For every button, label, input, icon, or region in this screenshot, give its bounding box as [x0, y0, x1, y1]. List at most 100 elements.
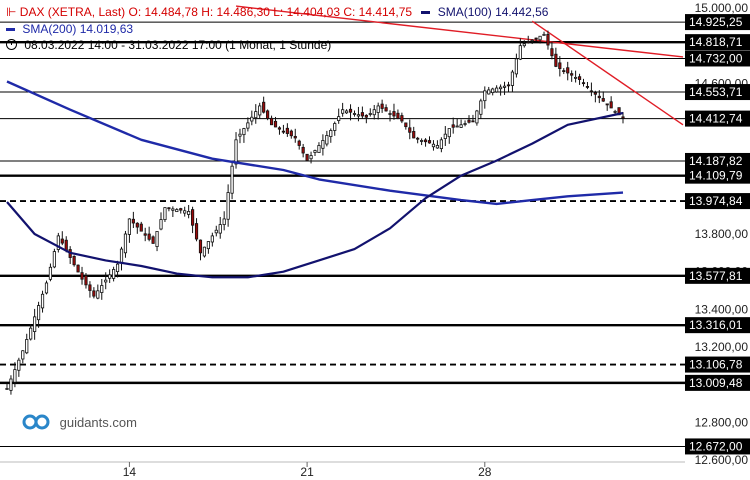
trendline: [531, 20, 684, 126]
candle-body: [506, 84, 511, 87]
candle-body: [29, 327, 33, 340]
candle-body: [171, 208, 175, 211]
candle-body: [443, 133, 447, 139]
candle-body: [360, 112, 364, 117]
candle-body: [175, 209, 179, 213]
candle-body: [609, 101, 613, 109]
level-label-bg: [685, 374, 750, 391]
candle-body: [526, 41, 530, 44]
trendlines: [235, 5, 684, 126]
candle-body: [427, 140, 432, 144]
candle-body: [250, 116, 254, 122]
candle-body: [123, 233, 128, 254]
candle-body: [550, 48, 554, 57]
candle-body: [423, 139, 428, 143]
candle-body: [352, 113, 357, 115]
candle-body: [364, 114, 368, 118]
candle-body: [139, 223, 143, 232]
candle-body: [17, 359, 21, 371]
candle-body: [605, 103, 609, 106]
candle-body: [262, 101, 266, 113]
candle-body: [48, 266, 53, 280]
y-tick-label: 12.800,00: [695, 415, 749, 429]
candle-body: [570, 73, 574, 76]
candle-body: [380, 103, 384, 109]
candle-body: [495, 87, 499, 93]
candle-body: [309, 155, 313, 160]
candle-body: [285, 127, 289, 134]
candle-body: [96, 290, 100, 299]
candle-body: [230, 165, 234, 194]
level-label: 14.732,00: [689, 51, 743, 65]
guidants-logo-icon: [22, 414, 50, 430]
candle-body: [112, 269, 116, 279]
candle-body: [108, 274, 112, 279]
candle-body: [210, 235, 214, 243]
level-label: 14.187,82: [689, 154, 743, 168]
candle-body: [554, 53, 558, 67]
sma100-swatch: [421, 11, 431, 15]
moving-averages: [6, 80, 624, 279]
date-range: 08.03.2022 14:00 - 31.03.2022 17:00 (1 M…: [24, 38, 332, 52]
candle-body: [325, 135, 329, 145]
y-tick-label: 13.800,00: [695, 227, 749, 241]
candle-body: [577, 76, 582, 80]
level-label-bg: [685, 50, 750, 67]
x-tick-label: 28: [478, 465, 492, 479]
candle-body: [289, 130, 293, 137]
logo-text: guidants.com: [59, 415, 137, 430]
candle-body: [345, 110, 349, 114]
level-label-bg: [685, 110, 750, 127]
y-tick-label: 15.000,00: [695, 1, 749, 15]
candle-body: [115, 263, 120, 273]
legend-dax: ⊩ DAX (XETRA, Last) O: 14.484,78 H: 14.4…: [6, 5, 548, 19]
candle-body: [269, 117, 274, 126]
candle-body: [585, 86, 590, 88]
level-label: 14.553,71: [689, 85, 743, 99]
candle-body: [222, 218, 226, 225]
level-label-bg: [685, 438, 750, 455]
candle-body: [471, 120, 475, 123]
candle-body: [499, 86, 503, 90]
candle-body: [329, 130, 333, 138]
candle-body: [491, 88, 495, 94]
candle-body: [159, 219, 163, 230]
candle-body: [266, 110, 270, 119]
candle-body: [475, 110, 479, 124]
candle-body: [522, 43, 526, 47]
y-tick-label: 13.200,00: [695, 340, 749, 354]
candle-body: [147, 233, 151, 240]
level-label: 13.009,48: [689, 376, 743, 390]
candle-body: [416, 137, 420, 140]
candle-body: [305, 153, 309, 161]
candle-body: [313, 150, 317, 153]
candle-body: [13, 369, 17, 383]
level-label: 12.672,00: [689, 439, 743, 453]
candle-body: [254, 111, 258, 119]
candle-body: [92, 290, 96, 297]
level-lines: [0, 21, 685, 447]
candle-body: [621, 116, 625, 119]
candle-body: [25, 339, 29, 354]
level-label-bg: [685, 84, 750, 101]
candle-body: [396, 112, 400, 119]
sma200-swatch: [6, 28, 15, 32]
candle-body: [487, 89, 491, 95]
candle-body: [589, 90, 593, 93]
candle-body: [246, 122, 250, 129]
candle-body: [483, 90, 487, 102]
candle-body: [613, 110, 617, 113]
candle-body: [467, 119, 471, 123]
candle-body: [601, 98, 605, 102]
x-tick-label: 14: [123, 465, 137, 479]
candle-body: [163, 207, 167, 221]
candle-body: [33, 316, 37, 332]
candle-body: [167, 207, 171, 210]
candle-body: [214, 229, 218, 234]
candle-body: [293, 135, 297, 139]
y-tick-label: 13.400,00: [695, 302, 749, 316]
candle-body: [431, 143, 436, 148]
level-label: 14.412,74: [689, 112, 743, 126]
clock-icon: [6, 39, 17, 50]
